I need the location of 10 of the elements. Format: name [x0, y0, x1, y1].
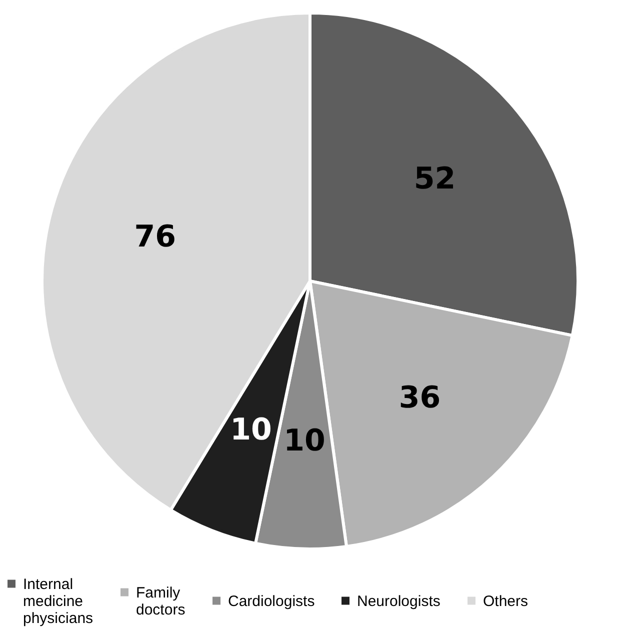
data-label: 76	[134, 220, 176, 255]
data-label: 36	[398, 380, 441, 416]
legend-label: Others	[483, 592, 528, 610]
legend-label: Internal medicine physicians	[23, 576, 94, 627]
legend-label: Cardiologists	[228, 592, 315, 610]
data-label: 10	[284, 424, 326, 459]
data-label: 10	[230, 412, 272, 448]
legend-label: Family doctors	[136, 584, 186, 618]
legend-label: Neurologists	[357, 592, 440, 610]
data-label: 52	[414, 162, 456, 197]
